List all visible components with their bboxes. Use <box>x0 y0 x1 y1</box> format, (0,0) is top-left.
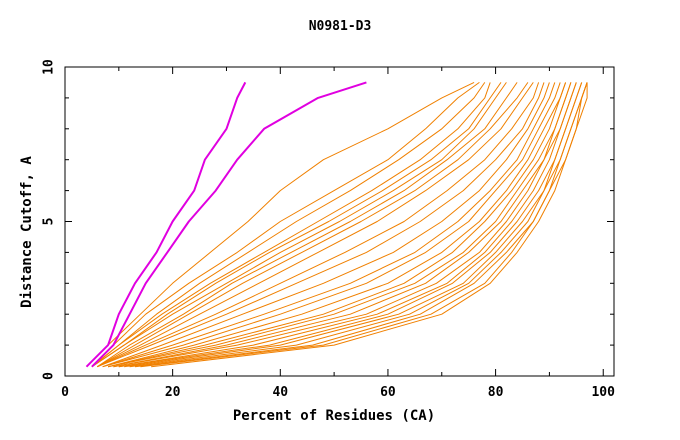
series-line-9 <box>97 82 529 368</box>
series-line-23 <box>124 82 583 368</box>
axis-layer: 0 20 40 60 80 100 0 5 10 <box>42 59 616 400</box>
series-line-4 <box>91 82 486 368</box>
series-line-15 <box>102 82 561 368</box>
highlight-series-line-0 <box>85 81 247 368</box>
series-line-3 <box>91 81 480 368</box>
y-axis-label: Distance Cutoff, A <box>19 156 35 308</box>
series-line-11 <box>97 82 540 368</box>
series-line-14 <box>102 82 556 368</box>
series-layer <box>85 81 588 368</box>
x-tick-label-0: 0 <box>61 385 69 400</box>
y-tick-label-0: 0 <box>42 372 57 380</box>
x-tick-label-100: 100 <box>591 385 615 400</box>
x-tick-label-60: 60 <box>380 385 396 400</box>
series-line-10 <box>97 82 534 368</box>
series-line-5 <box>91 82 491 368</box>
series-line-7 <box>91 82 507 368</box>
series-line-2 <box>86 81 475 368</box>
series-line-6 <box>91 82 502 368</box>
x-axis-label: Percent of Residues (CA) <box>233 408 435 424</box>
series-line-17 <box>107 82 567 368</box>
series-line-12 <box>97 82 545 368</box>
series-line-13 <box>102 82 550 368</box>
y-tick-label-10: 10 <box>42 59 57 75</box>
x-tick-label-40: 40 <box>272 385 288 400</box>
series-line-26 <box>140 82 588 368</box>
x-tick-label-80: 80 <box>488 385 504 400</box>
x-tick-label-20: 20 <box>165 385 181 400</box>
highlight-series-line-1 <box>91 81 367 368</box>
series-line-19 <box>113 82 572 368</box>
series-line-21 <box>118 82 577 368</box>
chart-title: N0981-D3 <box>309 19 372 34</box>
y-tick-label-5: 5 <box>42 218 57 226</box>
series-line-8 <box>97 82 518 368</box>
series-line-27 <box>151 82 588 368</box>
series-line-16 <box>107 82 567 368</box>
